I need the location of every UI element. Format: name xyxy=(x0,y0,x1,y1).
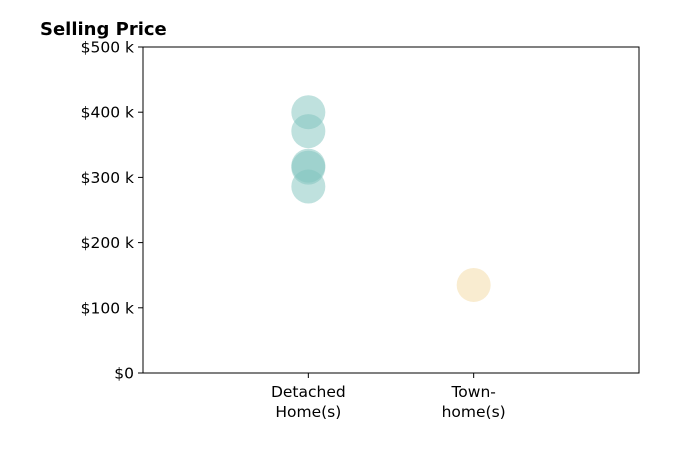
y-tick-label: $200 k xyxy=(81,234,134,252)
x-tick-label: home(s) xyxy=(442,403,506,421)
plot-frame xyxy=(142,46,640,374)
chart-title: Selling Price xyxy=(40,19,167,40)
y-tick-label: $300 k xyxy=(81,169,134,187)
data-points xyxy=(291,95,491,302)
y-tick-label: $0 xyxy=(114,365,134,383)
y-tick-label: $500 k xyxy=(81,39,134,57)
x-tick-label: Town- xyxy=(450,383,495,401)
x-tick-label: Home(s) xyxy=(275,403,341,421)
y-axis-ticks: $0 $100 k $200 k $300 k $400 k $500 k xyxy=(81,39,143,383)
x-axis-ticks: Detached Home(s) Town-home(s) xyxy=(271,373,506,421)
y-tick-label: $100 k xyxy=(81,299,134,317)
y-tick-label: $400 k xyxy=(81,104,134,122)
data-point xyxy=(291,114,326,149)
x-tick-label: Detached xyxy=(271,383,346,401)
data-point xyxy=(456,267,491,302)
data-point xyxy=(291,169,326,204)
